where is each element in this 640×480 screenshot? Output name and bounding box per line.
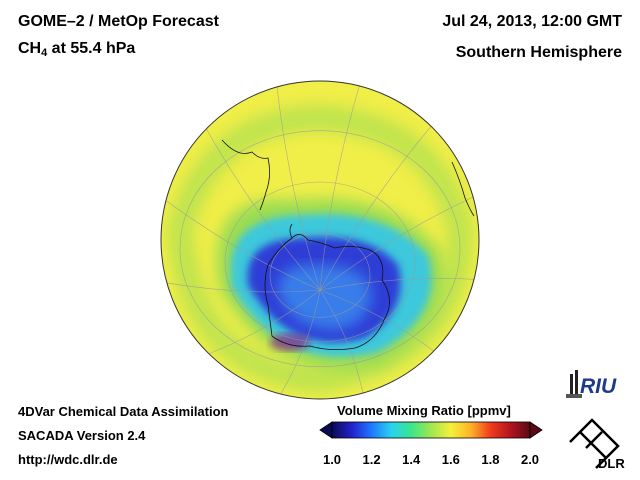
colorbar (319, 421, 543, 439)
latitude-circle (269, 233, 371, 318)
riu-logo-text: RIU (580, 375, 617, 398)
colorbar-tick-label: 1.0 (322, 452, 342, 467)
green-band (166, 104, 474, 394)
species-name: CH (18, 40, 42, 57)
hemisphere-label: Southern Hemisphere (455, 44, 622, 61)
meridian-line (280, 289, 321, 395)
dlr-logo-text: DLR (598, 456, 625, 470)
footer-url[interactable]: http://wdc.dlr.de (18, 452, 118, 467)
coast-south-america (221, 139, 270, 211)
meridian-line (319, 289, 434, 352)
meridian-line (319, 278, 475, 291)
globe-outline (160, 80, 480, 400)
riu-logo: RIU (566, 370, 617, 398)
species-label: CH4 at 55.4 hPa (18, 40, 135, 59)
map-title: GOME–2 / MetOp Forecast (18, 13, 219, 30)
coast-antarctic-peninsula (289, 223, 293, 239)
colorbar-gradient (331, 421, 531, 439)
meridian-line (208, 289, 321, 355)
hot-spot (270, 333, 310, 351)
colorbar-tick-label: 1.4 (402, 452, 421, 467)
colorbar-tick-label: 1.8 (481, 452, 500, 467)
latitude-circle (179, 130, 461, 367)
meridian-line (319, 289, 364, 394)
colorbar-tick-label: 1.6 (441, 452, 460, 467)
dlr-logo: DLR (569, 418, 625, 470)
coast-africa-tip (451, 161, 475, 217)
coast-antarctica (264, 234, 390, 350)
colorbar-tick-label: 2.0 (520, 452, 540, 467)
meridian-line (319, 126, 432, 291)
pressure-level: at 55.4 hPa (47, 40, 136, 57)
meridian-line (165, 200, 321, 291)
meridian-line (276, 86, 321, 291)
footer-line-2: SACADA Version 2.4 (18, 428, 146, 443)
colorbar-low-arrow (319, 421, 333, 439)
latitude-circle (224, 181, 416, 343)
meridian-line (166, 282, 321, 293)
species-subscript: 4 (41, 47, 48, 59)
forecast-datetime: Jul 24, 2013, 12:00 GMT (442, 13, 622, 30)
graticule (165, 85, 475, 395)
colorbar-tick-label: 1.2 (362, 452, 381, 467)
vortex-core (278, 264, 372, 330)
coastlines (221, 139, 475, 350)
colorbar-high-arrow (529, 421, 543, 439)
colorbar-title: Volume Mixing Ratio [ppmv] (337, 403, 511, 418)
globe-map (160, 80, 480, 400)
meridian-line (205, 128, 321, 291)
meridian-line (319, 196, 474, 291)
meridian-line (319, 85, 360, 291)
footer-line-1: 4DVar Chemical Data Assimilation (18, 404, 229, 419)
